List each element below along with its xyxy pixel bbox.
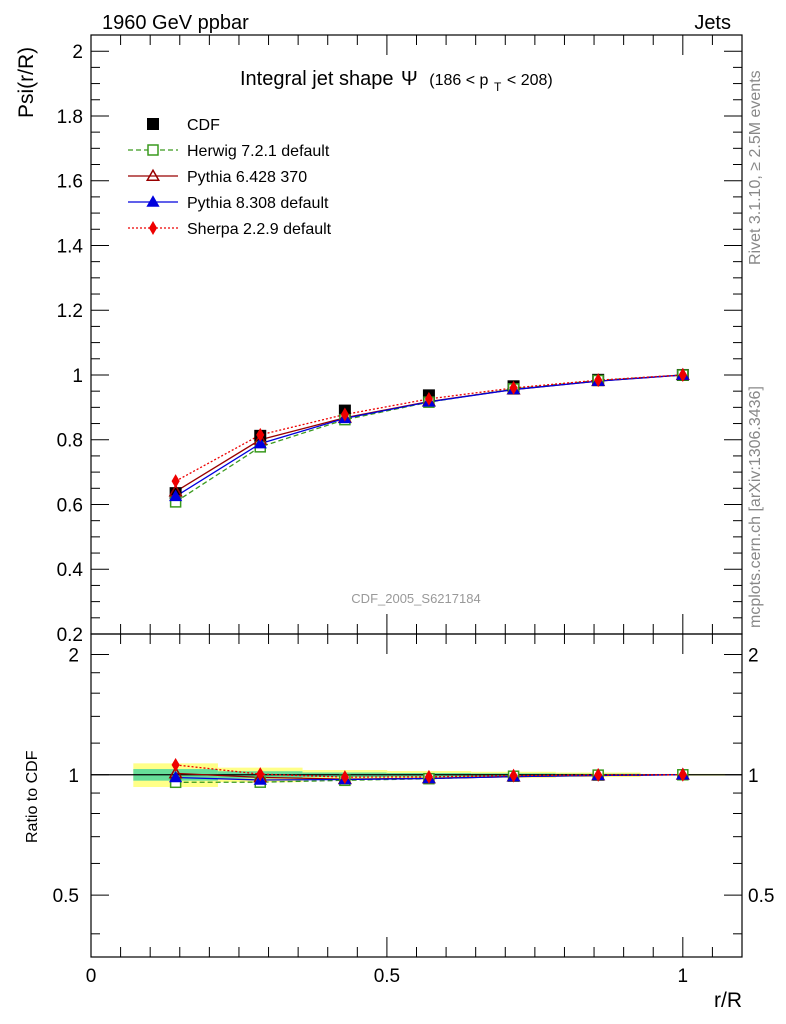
ratio-panel: 0 0.5 1 0.5 0.5 1 1 2 2 (53, 633, 774, 987)
title-main: Integral jet shape (240, 68, 393, 90)
process-label: Jets (694, 12, 731, 34)
y-tick-label: 2 (72, 42, 83, 63)
svg-text:Integral jet shape Ψ: Integral jet shape Ψ (186 < p T < 208) (240, 68, 553, 96)
legend-label: Herwig 7.2.1 default (187, 143, 330, 160)
y-tick-label: 0.2 (57, 625, 83, 646)
title-range-open: (186 < p (429, 72, 488, 89)
rivet-version-label: Rivet 3.1.10, ≥ 2.5M events (747, 70, 764, 265)
x-axis-label: r/R (714, 989, 742, 1012)
series-point (678, 367, 687, 382)
ratio-tick-label: 2 (748, 645, 759, 666)
y-tick-label: 1 (72, 366, 83, 387)
legend-label: Pythia 8.308 default (187, 195, 329, 212)
y-tick-label: 1.4 (57, 236, 84, 257)
legend-label: CDF (187, 117, 220, 134)
y-tick-label: 0.8 (57, 431, 83, 452)
title-symbol: Ψ (401, 68, 418, 90)
y-tick-label: 0.4 (57, 560, 84, 581)
series-point (256, 427, 265, 442)
title-range-sub: T (494, 80, 502, 94)
legend-item: Pythia 8.308 default (128, 195, 329, 212)
series-point (424, 391, 434, 406)
main-panel: 0.2 0.4 0.6 0.8 1 1.2 1.4 1.6 1.8 2 (57, 34, 743, 646)
x-tick-label: 0.5 (374, 966, 400, 987)
ratio-point (678, 767, 687, 782)
series-point (594, 373, 603, 388)
legend-item: Pythia 6.428 370 (128, 168, 307, 186)
y-tick-label: 1.6 (57, 172, 83, 193)
ratio-tick-label: 0.5 (53, 886, 79, 907)
ratio-point (340, 770, 349, 785)
series-point (509, 380, 518, 395)
x-tick-label: 0 (86, 966, 97, 987)
legend-label: Pythia 6.428 370 (187, 169, 307, 186)
ratio-point (256, 767, 265, 782)
ratio-y-axis-label: Ratio to CDF (24, 750, 41, 843)
ratio-frame (90, 633, 743, 958)
x-tick-label: 1 (678, 966, 689, 987)
legend-marker (147, 144, 159, 156)
y-tick-label: 1.8 (57, 107, 83, 128)
y-tick-label: 1.2 (57, 301, 83, 322)
ratio-point (424, 769, 434, 784)
legend-marker (148, 221, 158, 235)
series-point (169, 489, 183, 502)
y-axis-label: Psi(r/R) (15, 47, 38, 118)
ratio-point (594, 767, 603, 782)
legend-item: Sherpa 2.2.9 default (128, 221, 332, 238)
main-plot-area (168, 367, 690, 508)
legend-label: Sherpa 2.2.9 default (187, 221, 332, 238)
series-point (171, 474, 180, 489)
legend: CDF Herwig 7.2.1 default Pythia 6.428 370 P… (128, 117, 332, 238)
y-tick-label: 0.6 (57, 495, 83, 516)
ratio-tick-label: 0.5 (748, 886, 774, 907)
ratio-tick-label: 1 (748, 766, 759, 787)
legend-marker (145, 168, 161, 181)
mcplots-label: mcplots.cern.ch [arXiv:1306.3436] (747, 386, 764, 628)
legend-marker (147, 118, 159, 130)
energy-label: 1960 GeV ppbar (102, 12, 249, 34)
legend-item: CDF (147, 117, 220, 134)
legend-item: Herwig 7.2.1 default (128, 143, 330, 160)
ratio-point (171, 757, 180, 772)
ratio-point (509, 768, 518, 783)
title-range-close: < 208) (507, 72, 553, 89)
series-point (253, 436, 267, 449)
series-point (340, 407, 349, 422)
chart-title: Integral jet shape Ψ (186 < p T < 208) (240, 68, 553, 96)
ratio-tick-label: 2 (68, 645, 79, 666)
ratio-tick-label: 1 (68, 766, 79, 787)
legend-marker (146, 195, 160, 207)
ratio-point (169, 770, 183, 783)
analysis-watermark: CDF_2005_S6217184 (351, 591, 480, 606)
ratio-plot-area (168, 757, 690, 789)
